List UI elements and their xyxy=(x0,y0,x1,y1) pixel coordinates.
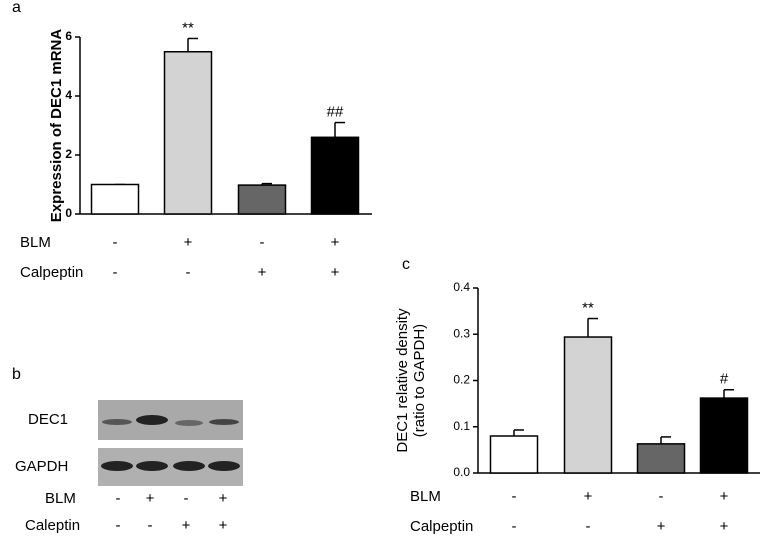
band-label: DEC1 xyxy=(28,411,68,428)
y-tick-label: 0.0 xyxy=(453,465,470,479)
bar xyxy=(563,336,613,474)
annotation: ## xyxy=(327,104,344,121)
treatment-sign: + xyxy=(219,490,228,507)
treatment-sign: + xyxy=(331,264,340,281)
treatment-sign: - xyxy=(186,264,191,281)
y-tick-label: 6 xyxy=(65,29,72,43)
western-blot xyxy=(98,400,243,486)
treatment-name: Calpeptin xyxy=(410,518,473,535)
y-axis-label: Expression of DEC1 mRNA xyxy=(48,29,65,223)
bar xyxy=(90,183,140,215)
treatment-sign: - xyxy=(116,490,121,507)
annotation: ** xyxy=(182,19,194,36)
treatment-sign: + xyxy=(331,234,340,251)
treatment-name: Caleptin xyxy=(25,517,80,534)
band xyxy=(208,461,240,471)
y-tick-label: 0 xyxy=(65,206,72,220)
treatment-sign: - xyxy=(113,234,118,251)
treatment-name: BLM xyxy=(20,234,51,251)
treatment-sign: + xyxy=(182,517,191,534)
treatment-sign: - xyxy=(659,488,664,505)
treatment-sign: - xyxy=(260,234,265,251)
annotation: ** xyxy=(582,299,594,316)
band xyxy=(136,415,168,425)
treatment-sign: + xyxy=(720,518,729,535)
bar xyxy=(699,397,749,474)
treatment-sign: - xyxy=(116,517,121,534)
annotation: # xyxy=(720,371,729,388)
panel-label: c xyxy=(402,256,410,273)
y-tick-label: 0.4 xyxy=(453,280,470,294)
y-tick-label: 0.1 xyxy=(453,419,470,433)
bar xyxy=(636,443,686,474)
treatment-sign: - xyxy=(586,518,591,535)
treatment-sign: + xyxy=(657,518,666,535)
y-tick-label: 0.2 xyxy=(453,373,470,387)
treatment-sign: + xyxy=(219,517,228,534)
treatment-sign: + xyxy=(146,490,155,507)
band xyxy=(136,461,168,471)
treatment-sign: - xyxy=(184,490,189,507)
panel-label: b xyxy=(12,366,21,383)
band xyxy=(173,461,205,471)
bar xyxy=(163,51,213,215)
band xyxy=(102,419,132,425)
band-label: GAPDH xyxy=(15,458,68,475)
bar xyxy=(489,435,539,474)
treatment-sign: - xyxy=(512,518,517,535)
band xyxy=(175,420,203,426)
y-tick-label: 2 xyxy=(65,147,72,161)
bar xyxy=(310,136,360,215)
band xyxy=(209,419,239,425)
treatment-sign: + xyxy=(720,488,729,505)
panel-label: a xyxy=(12,0,21,16)
treatment-sign: - xyxy=(148,517,153,534)
bar xyxy=(237,184,287,215)
treatment-sign: + xyxy=(584,488,593,505)
treatment-name: Calpeptin xyxy=(20,264,83,281)
treatment-sign: + xyxy=(184,234,193,251)
y-tick-label: 0.3 xyxy=(453,326,470,340)
treatment-name: BLM xyxy=(45,490,76,507)
treatment-sign: - xyxy=(113,264,118,281)
treatment-name: BLM xyxy=(410,488,441,505)
band xyxy=(101,461,133,471)
y-axis-label: DEC1 relative density xyxy=(394,308,411,453)
treatment-sign: + xyxy=(258,264,267,281)
y-tick-label: 4 xyxy=(65,88,72,102)
y-axis-label: (ratio to GAPDH) xyxy=(411,324,428,437)
treatment-sign: - xyxy=(512,488,517,505)
